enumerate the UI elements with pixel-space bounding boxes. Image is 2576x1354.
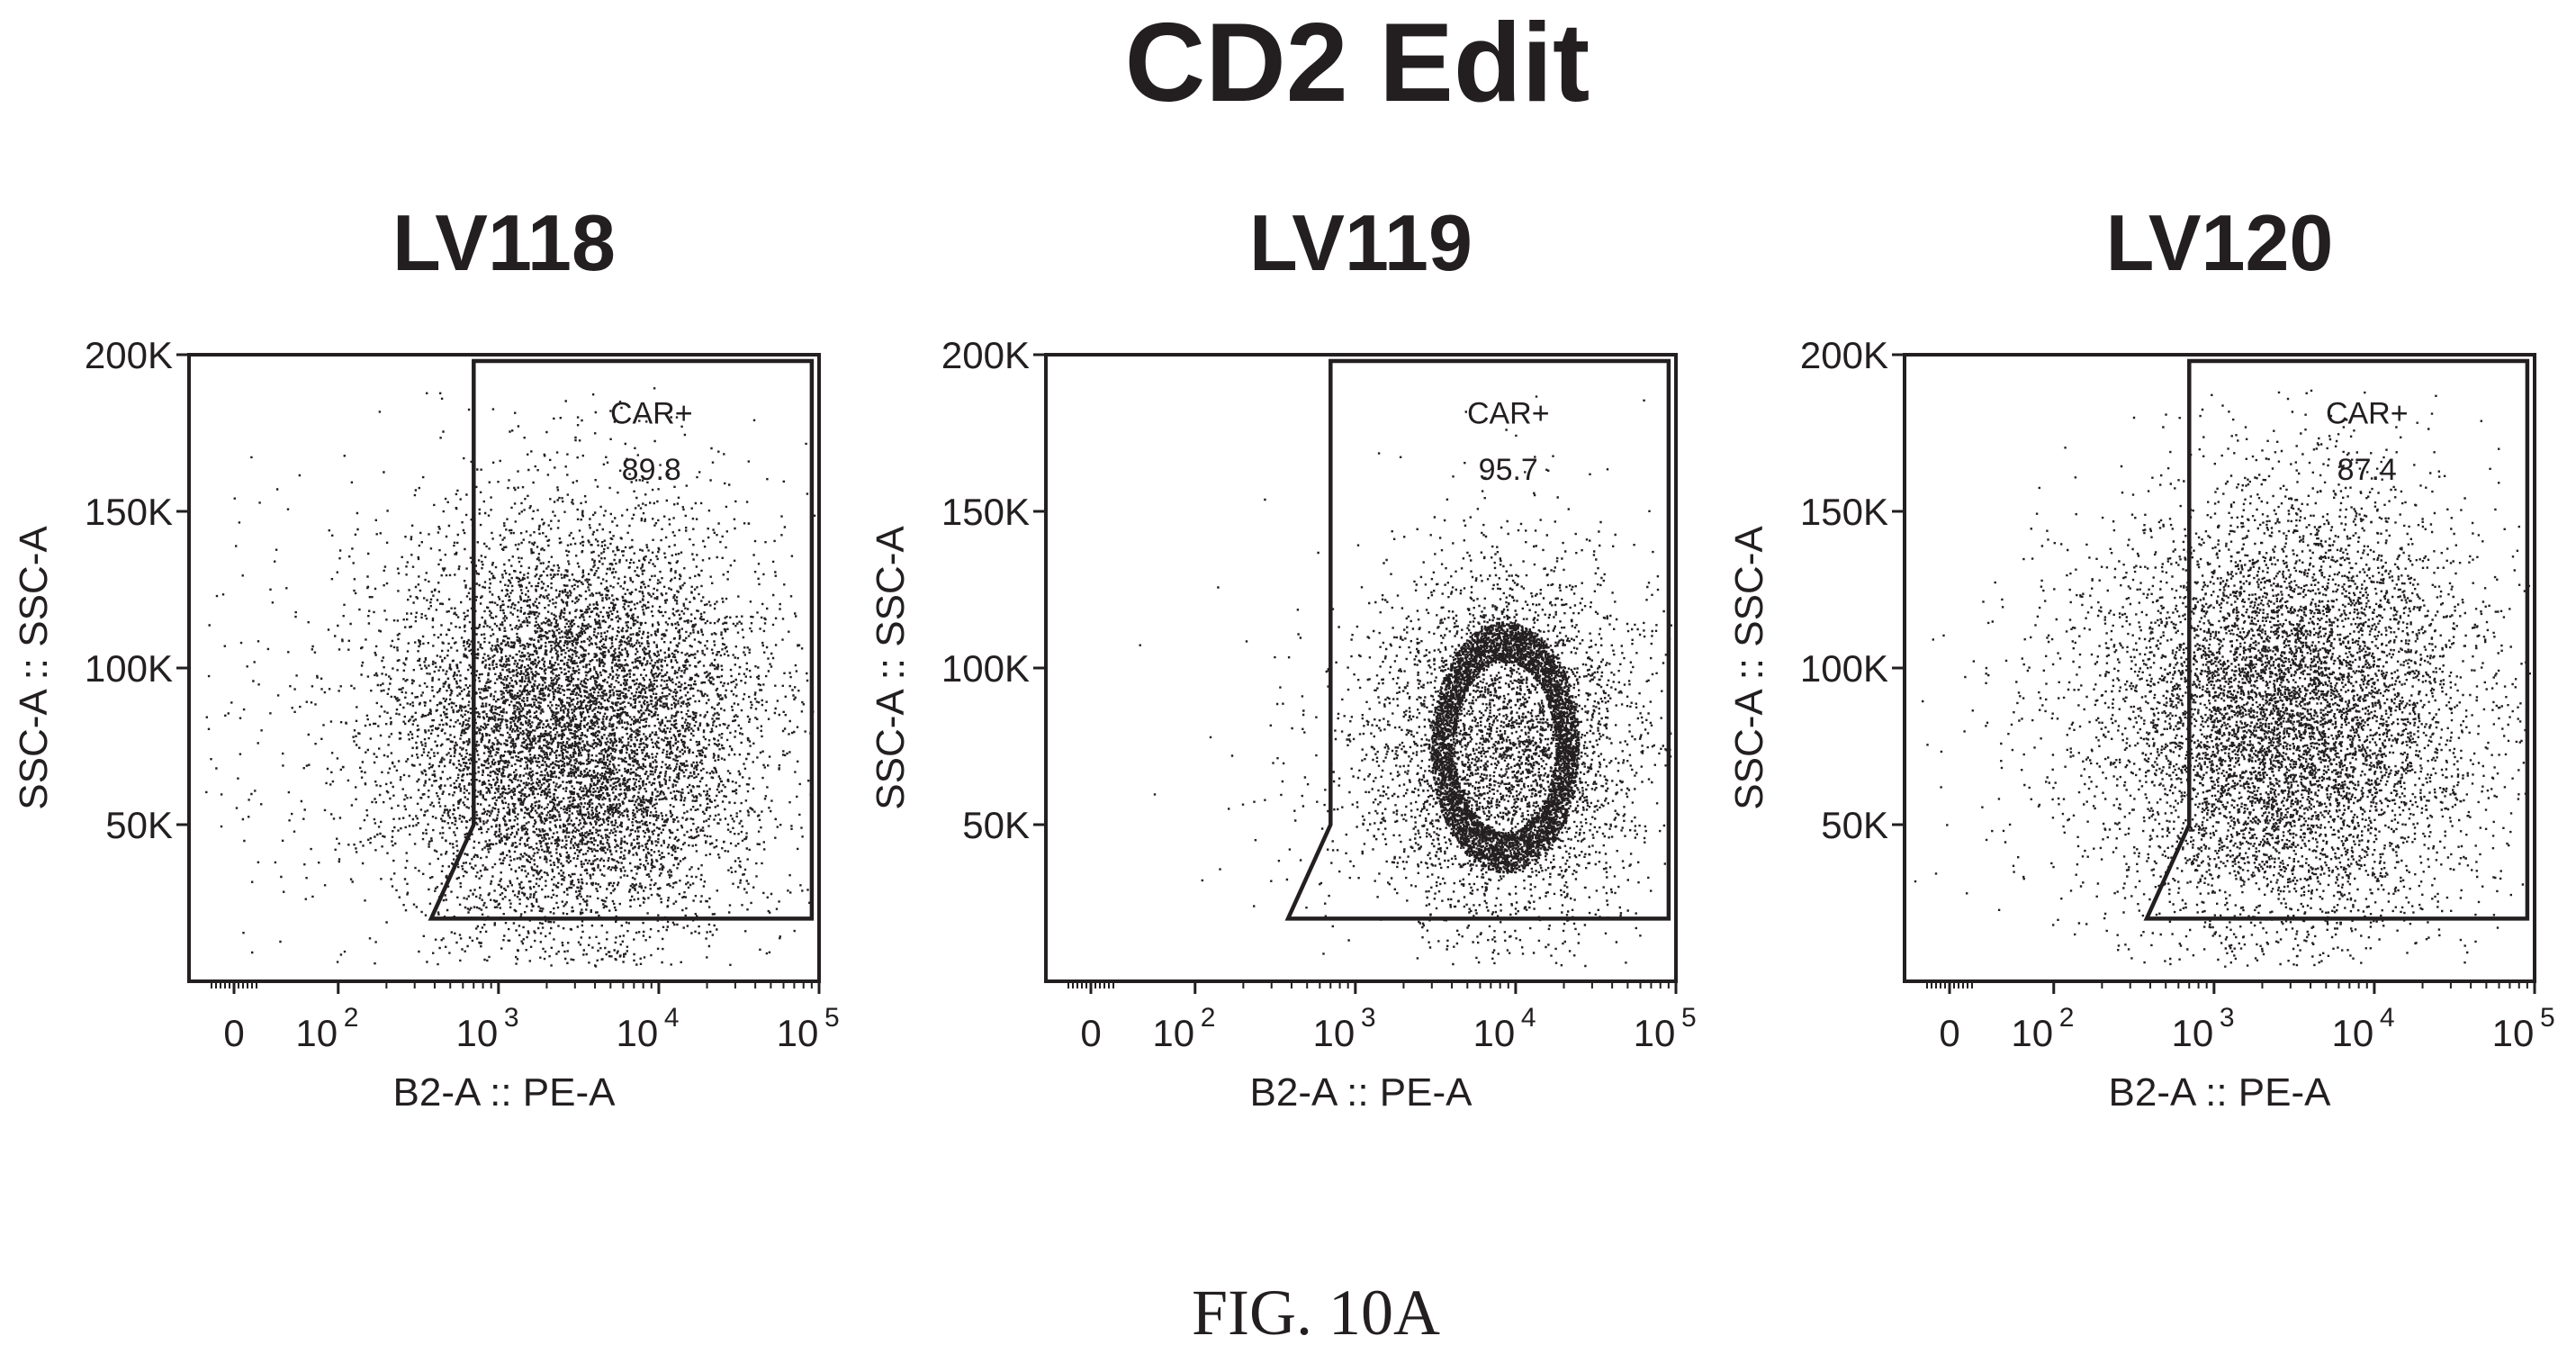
- x-tick-exponent: 5: [1681, 1003, 1697, 1033]
- x-tick-label: 0: [1080, 1012, 1101, 1054]
- event-cloud: [1914, 389, 2531, 968]
- y-tick-label: 50K: [962, 804, 1030, 846]
- y-tick-label: 150K: [85, 491, 173, 533]
- y-tick-label: 200K: [85, 334, 173, 376]
- gate-car-plus: [428, 358, 815, 921]
- x-tick-label: 10: [1473, 1012, 1516, 1054]
- x-tick-exponent: 2: [344, 1003, 359, 1033]
- y-axis-label: SSC-A :: SSC-A: [12, 526, 56, 810]
- gate-name-label: CAR+: [610, 397, 693, 431]
- x-tick-label: 10: [1152, 1012, 1194, 1054]
- x-tick-exponent: 2: [1201, 1003, 1216, 1033]
- gate-name-label: CAR+: [2326, 397, 2409, 431]
- panel-title: LV120: [2106, 198, 2334, 287]
- figure-caption: FIG. 10A: [1192, 1277, 1440, 1349]
- y-tick-label: 200K: [1800, 334, 1888, 376]
- event-cloud: [1139, 395, 1672, 968]
- x-tick-label: 10: [455, 1012, 498, 1054]
- y-tick-label: 100K: [941, 647, 1030, 690]
- event-dots: [1914, 389, 2531, 968]
- y-axis-label: SSC-A :: SSC-A: [869, 526, 913, 810]
- x-tick-exponent: 3: [504, 1003, 519, 1033]
- event-dots: [1139, 395, 1672, 968]
- x-tick-exponent: 3: [2220, 1003, 2235, 1033]
- figure-title: CD2 Edit: [1125, 1, 1590, 125]
- x-tick-label: 10: [1312, 1012, 1355, 1054]
- x-tick-label: 10: [777, 1012, 819, 1054]
- x-tick-exponent: 4: [1521, 1003, 1536, 1033]
- plot-frame: [1044, 353, 1678, 983]
- gate-percent-label: 95.7: [1479, 453, 1538, 487]
- event-dots: [205, 387, 816, 968]
- panel-title: LV118: [392, 198, 616, 287]
- x-tick-label: 0: [1939, 1012, 1959, 1054]
- y-tick-label: 50K: [1821, 804, 1888, 846]
- y-tick-label: 100K: [1800, 647, 1888, 690]
- y-tick-label: 150K: [1800, 491, 1888, 533]
- x-tick-label: 10: [1634, 1012, 1676, 1054]
- gate-percent-label: 89.8: [622, 453, 681, 487]
- event-cloud: [205, 387, 816, 968]
- gate-car-plus: [1284, 358, 1671, 921]
- x-tick-label: 10: [2171, 1012, 2213, 1054]
- x-tick-exponent: 5: [2540, 1003, 2555, 1033]
- x-tick-label: 10: [2011, 1012, 2053, 1054]
- x-axis-label: B2-A :: PE-A: [2109, 1070, 2332, 1115]
- x-tick-exponent: 4: [2380, 1003, 2395, 1033]
- y-axis-label: SSC-A :: SSC-A: [1727, 526, 1771, 810]
- x-tick-label: 10: [2492, 1012, 2535, 1054]
- x-axis-label: B2-A :: PE-A: [1250, 1070, 1473, 1115]
- x-tick-exponent: 2: [2059, 1003, 2075, 1033]
- x-tick-label: 0: [223, 1012, 244, 1054]
- gate-car-plus: [2143, 358, 2530, 921]
- x-tick-exponent: 3: [1361, 1003, 1376, 1033]
- x-tick-exponent: 4: [664, 1003, 680, 1033]
- y-tick-label: 100K: [85, 647, 173, 690]
- x-axis-label: B2-A :: PE-A: [393, 1070, 617, 1115]
- panel-title: LV119: [1249, 198, 1473, 287]
- gate-percent-label: 87.4: [2337, 453, 2397, 487]
- y-tick-label: 150K: [941, 491, 1030, 533]
- y-tick-label: 200K: [941, 334, 1030, 376]
- x-tick-label: 10: [2332, 1012, 2374, 1054]
- gate-name-label: CAR+: [1467, 397, 1550, 431]
- y-tick-label: 50K: [105, 804, 173, 846]
- x-tick-label: 10: [295, 1012, 338, 1054]
- plot-frame: [187, 353, 821, 983]
- x-tick-exponent: 5: [824, 1003, 840, 1033]
- x-tick-label: 10: [617, 1012, 659, 1054]
